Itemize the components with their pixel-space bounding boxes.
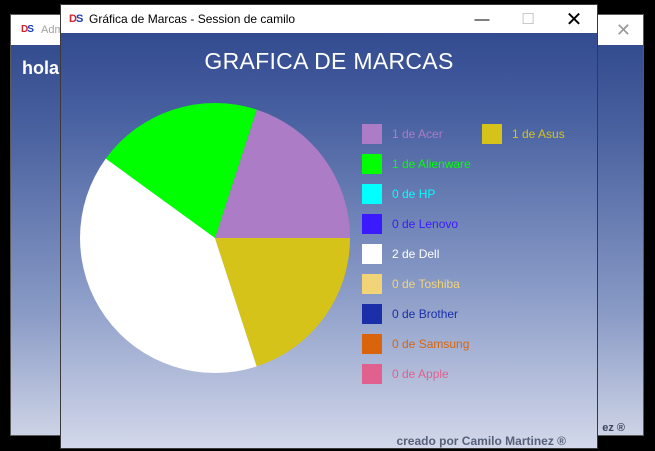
legend-item-toshiba: 0 de Toshiba bbox=[362, 274, 460, 294]
pie-slice-dell bbox=[79, 158, 257, 373]
app-logo-icon: DS bbox=[69, 13, 83, 25]
legend-swatch bbox=[362, 304, 382, 324]
legend-item-hp: 0 de HP bbox=[362, 184, 435, 204]
legend-label: 0 de Lenovo bbox=[392, 217, 459, 231]
legend-swatch bbox=[362, 364, 382, 384]
legend-item-brother: 0 de Brother bbox=[362, 304, 458, 324]
legend-swatch bbox=[362, 124, 382, 144]
pie-slice-alienware bbox=[105, 102, 257, 238]
close-button[interactable]: ✕ bbox=[565, 8, 583, 31]
background-close-icon[interactable]: ✕ bbox=[615, 20, 631, 40]
background-window-title: Adm bbox=[41, 24, 64, 36]
legend-label: 1 de Acer bbox=[392, 127, 443, 141]
window-title: Gráfica de Marcas - Session de camilo bbox=[89, 12, 296, 26]
legend-label: 2 de Dell bbox=[392, 247, 440, 261]
pie-slice-acer bbox=[215, 109, 350, 239]
legend-label: 1 de Asus bbox=[512, 127, 565, 141]
chart-window: DS Gráfica de Marcas - Session de camilo… bbox=[60, 4, 598, 449]
legend-item-apple: 0 de Apple bbox=[362, 364, 449, 384]
background-heading: hola bbox=[22, 58, 60, 78]
legend-swatch bbox=[362, 214, 382, 234]
chart-title: GRAFICA DE MARCAS bbox=[204, 48, 454, 74]
legend-item-asus: 1 de Asus bbox=[482, 124, 565, 144]
legend-label: 0 de Toshiba bbox=[392, 277, 460, 291]
legend-swatch bbox=[482, 124, 502, 144]
maximize-button[interactable]: ☐ bbox=[521, 11, 535, 28]
app-logo-icon: DS bbox=[21, 24, 34, 35]
legend-swatch bbox=[362, 184, 382, 204]
legend-item-alienware: 1 de Alienware bbox=[362, 154, 471, 174]
legend-item-samsung: 0 de Samsung bbox=[362, 334, 469, 354]
legend-swatch bbox=[362, 274, 382, 294]
pie-chart bbox=[79, 102, 350, 373]
legend-item-lenovo: 0 de Lenovo bbox=[362, 214, 458, 234]
legend-label: 0 de Brother bbox=[392, 307, 459, 321]
legend-swatch bbox=[362, 334, 382, 354]
legend-label: 0 de Samsung bbox=[392, 337, 470, 351]
legend-label: 0 de HP bbox=[392, 187, 436, 201]
legend-item-dell: 2 de Dell bbox=[362, 244, 439, 264]
background-footer: ez ® bbox=[602, 422, 625, 434]
legend-label: 1 de Alienware bbox=[392, 157, 471, 171]
minimize-button[interactable]: — bbox=[474, 10, 490, 28]
credit-text: creado por Camilo Martinez ® bbox=[396, 434, 566, 448]
legend-item-acer: 1 de Acer bbox=[362, 124, 443, 144]
legend-swatch bbox=[362, 244, 382, 264]
legend-label: 0 de Apple bbox=[392, 367, 449, 381]
title-bar[interactable]: DS Gráfica de Marcas - Session de camilo… bbox=[61, 5, 597, 33]
legend-swatch bbox=[362, 154, 382, 174]
pie-slice-asus bbox=[215, 238, 350, 367]
